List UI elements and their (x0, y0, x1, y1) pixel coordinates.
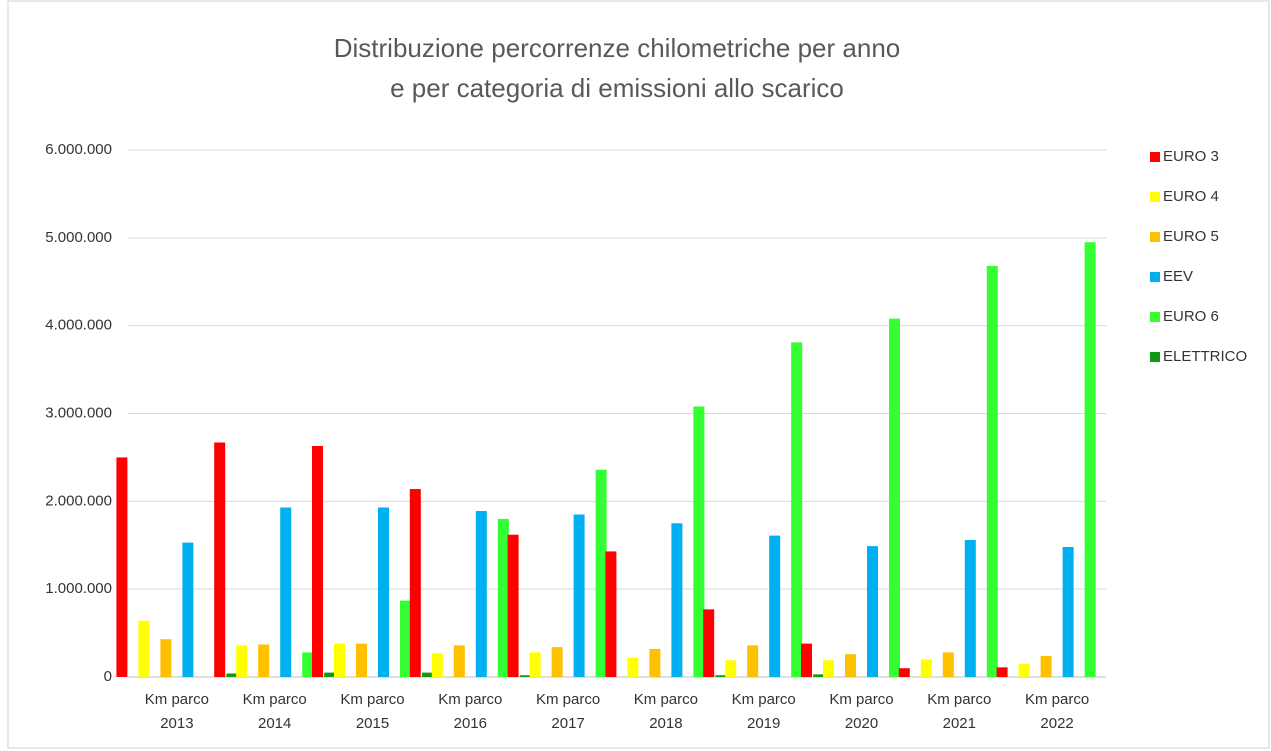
bar (725, 660, 737, 677)
x-tick-label: Km parco 2013 (144, 691, 209, 732)
bar (400, 600, 411, 677)
bar (889, 318, 900, 677)
bar (769, 535, 781, 677)
bar (747, 645, 759, 677)
bar (497, 518, 509, 677)
bar (595, 469, 607, 677)
bar (1040, 655, 1052, 677)
bar (801, 643, 812, 677)
y-tick-label: 0 (104, 668, 112, 685)
bar (703, 609, 715, 677)
bar (312, 445, 323, 677)
bar (280, 507, 292, 677)
bar (507, 534, 519, 677)
x-tick-label: Km parco 2014 (242, 691, 307, 732)
bar (475, 510, 487, 677)
y-tick-label: 6.000.000 (45, 141, 112, 158)
bar (996, 667, 1008, 677)
bar (942, 652, 954, 677)
bar (334, 643, 345, 677)
y-tick-label: 1.000.000 (45, 580, 112, 597)
legend-label: ELETTRICO (1163, 348, 1247, 365)
legend-swatch (1150, 272, 1160, 282)
bar (160, 639, 172, 677)
bar (1062, 547, 1074, 677)
bar (573, 514, 585, 677)
bar (715, 675, 727, 677)
bar (867, 546, 878, 677)
bar (138, 620, 150, 677)
bar (409, 489, 421, 677)
bar (116, 457, 128, 677)
bar (813, 674, 825, 677)
legend-label: EEV (1163, 268, 1193, 285)
y-tick-label: 4.000.000 (45, 317, 112, 334)
bar (1084, 242, 1096, 677)
x-tick-label: Km parco 2017 (535, 691, 601, 732)
bar (236, 645, 248, 677)
bar (519, 675, 531, 677)
legend-swatch (1150, 352, 1160, 362)
bar (898, 668, 910, 677)
y-tick-label: 2.000.000 (45, 492, 112, 509)
bar (226, 673, 238, 677)
legend-label: EURO 5 (1163, 228, 1219, 245)
bar (324, 672, 336, 677)
legend-swatch (1150, 232, 1160, 242)
bar (693, 406, 705, 677)
chart-title: e per categoria di emissioni allo scaric… (390, 73, 844, 103)
x-tick-label: Km parco 2019 (731, 691, 796, 732)
bar (356, 643, 367, 677)
legend-swatch (1150, 312, 1160, 322)
chart-border (7, 0, 1270, 749)
bar (529, 652, 541, 677)
legend-label: EURO 4 (1163, 188, 1219, 205)
bar (791, 342, 803, 677)
y-tick-label: 3.000.000 (45, 404, 112, 421)
bar (823, 660, 834, 677)
bar (214, 442, 226, 677)
bar (986, 265, 998, 677)
x-tick-label: Km parco 2020 (829, 691, 894, 732)
bar (378, 507, 389, 677)
legend-label: EURO 3 (1163, 148, 1219, 165)
bar (258, 644, 270, 677)
bar (649, 648, 661, 677)
bar (671, 523, 683, 677)
bar (431, 653, 443, 677)
x-tick-label: Km parco 2018 (633, 691, 698, 732)
legend-swatch (1150, 192, 1160, 202)
y-tick-label: 5.000.000 (45, 229, 112, 246)
bar (845, 654, 856, 677)
chart-title: Distribuzione percorrenze chilometriche … (334, 33, 901, 63)
bar (422, 672, 433, 677)
x-tick-label: Km parco 2022 (1024, 691, 1090, 732)
legend-label: EURO 6 (1163, 308, 1219, 325)
bar (605, 551, 617, 677)
x-tick-label: Km parco 2021 (927, 691, 992, 732)
bar (920, 659, 932, 677)
bar (1018, 663, 1030, 677)
bar (964, 539, 976, 677)
x-tick-label: Km parco 2016 (438, 691, 503, 732)
bar (302, 652, 314, 677)
x-tick-label: Km parco 2015 (340, 691, 405, 732)
bar (551, 647, 563, 677)
bar (627, 657, 639, 677)
bar (182, 542, 194, 677)
legend-swatch (1150, 152, 1160, 162)
bar (453, 645, 465, 677)
